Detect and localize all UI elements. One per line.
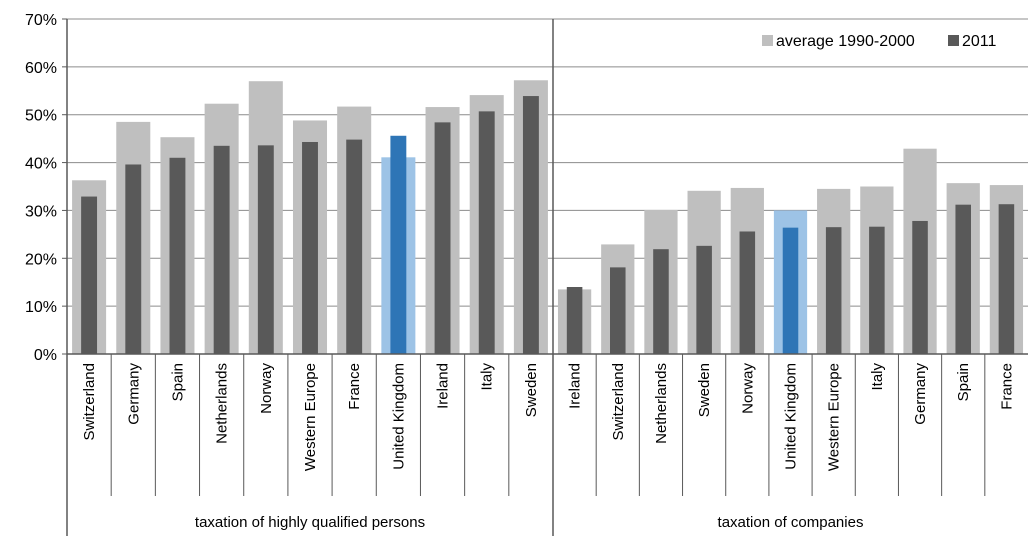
bar-2011: [478, 111, 495, 354]
legend-swatch-average: [762, 35, 773, 46]
legend: average 1990-2000 2011: [762, 33, 997, 50]
y-tick-labels: 0% 10% 20% 30% 40% 50% 60% 70%: [25, 12, 57, 364]
category-label: Ireland: [567, 363, 584, 409]
category-label: Spain: [955, 363, 972, 401]
category-label: Western Europe: [302, 363, 319, 471]
category-label: Norway: [739, 363, 756, 414]
bar-2011: [610, 267, 626, 354]
category-label: Norway: [258, 363, 275, 414]
bar-2011: [653, 249, 669, 354]
category-label: Spain: [169, 363, 186, 401]
y-tick-label: 0%: [34, 347, 57, 364]
bar-2011: [257, 145, 274, 354]
bar-2011: [213, 145, 230, 354]
y-tick-label: 50%: [25, 108, 57, 125]
category-label: Italy: [479, 363, 496, 391]
y-tick-label: 60%: [25, 60, 57, 77]
y-tick-label: 20%: [25, 251, 57, 268]
category-label: United Kingdom: [390, 363, 407, 470]
bar-2011: [390, 135, 407, 354]
bar-2011: [125, 164, 142, 354]
bars: [72, 80, 1024, 355]
category-label: Ireland: [435, 363, 452, 409]
group-label: taxation of highly qualified persons: [195, 514, 425, 531]
category-label: Switzerland: [81, 363, 98, 441]
group-label: taxation of companies: [718, 514, 864, 531]
bar-2011: [912, 220, 928, 354]
category-label: United Kingdom: [783, 363, 800, 470]
bar-2011: [302, 141, 318, 354]
category-label: Italy: [869, 363, 886, 391]
bar-2011: [81, 196, 98, 354]
category-label: France: [998, 363, 1015, 410]
bar-2011: [739, 231, 756, 354]
legend-label-average: average 1990-2000: [776, 33, 915, 50]
bar-2011: [696, 245, 712, 354]
bar-2011: [566, 287, 583, 354]
axes: [62, 18, 1028, 536]
category-label: Netherlands: [214, 363, 231, 444]
y-tick-label: 70%: [25, 12, 57, 29]
category-label: France: [346, 363, 363, 410]
category-labels: Switzerland Germany Spain Netherlands Norway…: [81, 363, 1015, 472]
bar-2011: [169, 157, 186, 354]
bar-2011: [955, 204, 971, 354]
y-tick-label: 30%: [25, 203, 57, 220]
y-tick-label: 10%: [25, 299, 57, 316]
bar-2011: [998, 204, 1015, 354]
category-label: Western Europe: [826, 363, 843, 471]
category-label: Netherlands: [653, 363, 670, 444]
bar-2011: [782, 227, 799, 354]
category-label: Sweden: [523, 363, 540, 417]
category-label: Germany: [912, 363, 929, 425]
legend-swatch-2011: [948, 35, 959, 46]
bar-2011: [434, 122, 451, 354]
category-label: Germany: [125, 363, 142, 425]
y-tick-label: 40%: [25, 156, 57, 173]
bar-2011: [522, 96, 539, 355]
bar-2011: [346, 139, 363, 354]
bar-2011: [825, 227, 842, 354]
bar-2011: [869, 226, 885, 354]
category-label: Sweden: [696, 363, 713, 417]
group-labels: taxation of highly qualified persons taxa…: [195, 514, 864, 531]
category-label: Switzerland: [610, 363, 627, 441]
legend-label-2011: 2011: [962, 33, 997, 50]
